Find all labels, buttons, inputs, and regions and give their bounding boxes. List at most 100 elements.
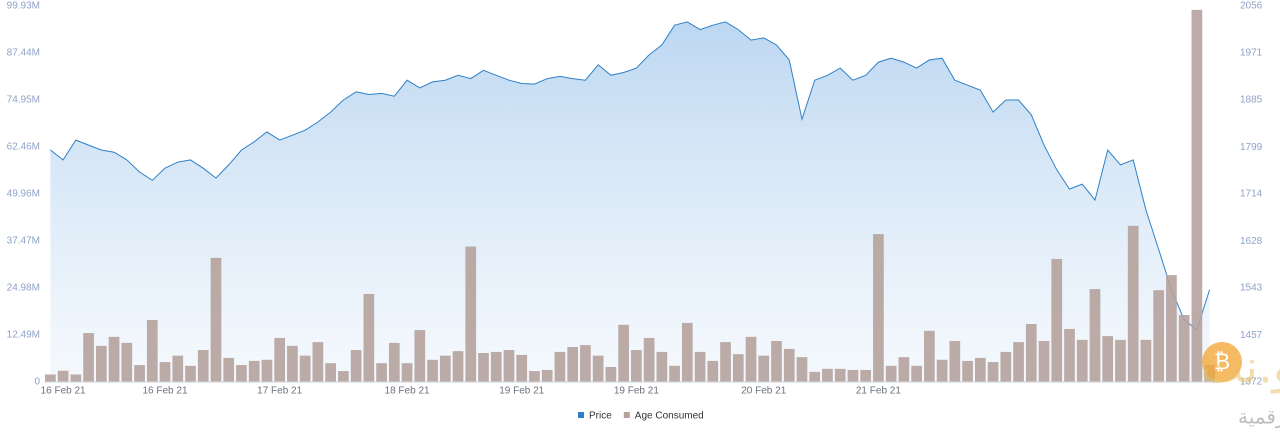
bar <box>745 336 757 382</box>
bar <box>936 359 948 382</box>
x-tick-label: 17 Feb 21 <box>257 386 302 397</box>
bar <box>274 337 286 382</box>
bar <box>197 350 209 382</box>
y-tick-label: 37.47M <box>7 236 40 247</box>
bar <box>656 351 668 382</box>
legend-swatch <box>623 412 630 418</box>
y-tick-label: 74.95M <box>7 95 40 106</box>
bar <box>885 365 897 382</box>
bar <box>427 359 438 382</box>
y-tick-label: 62.46M <box>7 142 40 153</box>
bar <box>299 355 311 382</box>
bar <box>248 360 260 382</box>
x-tick-label: 21 Feb 21 <box>856 386 901 397</box>
bar <box>1140 339 1152 382</box>
watermark-logo <box>1202 342 1242 382</box>
bar <box>1064 328 1075 382</box>
y2-tick-label: 1372 <box>1240 377 1263 388</box>
bar <box>70 374 82 382</box>
legend-swatch <box>578 412 584 418</box>
bar <box>439 355 451 382</box>
bar <box>350 350 362 382</box>
bar <box>108 336 120 382</box>
bar <box>720 342 731 382</box>
bar <box>873 234 884 382</box>
watermark: ₿ الكريبتو.نت أخبار العملات الرقمية <box>1200 340 1280 429</box>
bar <box>1000 351 1012 382</box>
y2-tick-label: 1714 <box>1240 189 1263 200</box>
bar <box>159 362 171 382</box>
bar <box>1051 258 1063 382</box>
bar <box>911 365 922 382</box>
y-tick-label: 99.93M <box>7 1 40 12</box>
bar <box>898 357 910 382</box>
bar <box>516 354 528 382</box>
bar <box>388 342 400 382</box>
x-tick-label: 16 Feb 21 <box>41 386 86 397</box>
bar <box>465 246 477 382</box>
bar <box>1089 289 1101 382</box>
bar <box>860 369 872 382</box>
x-tick-label: 18 Feb 21 <box>385 386 430 397</box>
bar <box>796 357 808 382</box>
y-tick-label: 49.96M <box>7 189 40 200</box>
bar <box>1178 315 1190 382</box>
bar <box>694 351 706 382</box>
bar <box>1013 342 1024 382</box>
bar <box>287 345 298 382</box>
y2-tick-label: 1543 <box>1240 283 1263 294</box>
bar <box>529 371 540 382</box>
bar <box>681 322 693 382</box>
bar <box>172 355 184 382</box>
bar <box>490 351 502 382</box>
bar <box>338 371 349 382</box>
bar <box>452 351 464 382</box>
bar <box>45 374 56 382</box>
bar <box>185 365 196 382</box>
y2-tick-label: 1457 <box>1240 330 1263 341</box>
x-tick-label: 19 Feb 21 <box>499 386 544 397</box>
y2-tick-label: 1799 <box>1240 142 1263 153</box>
bar <box>1115 339 1126 382</box>
bar <box>478 353 489 382</box>
y-tick-label: 24.98M <box>7 283 40 294</box>
y2-tick-label: 1628 <box>1240 236 1263 247</box>
legend-label: Age Consumed <box>635 411 704 422</box>
bar <box>669 365 680 382</box>
x-tick-label: 20 Feb 21 <box>741 386 786 397</box>
bar <box>401 363 413 382</box>
bar <box>1102 336 1114 382</box>
bar <box>924 330 935 382</box>
bar <box>1166 275 1177 382</box>
bar <box>567 347 579 382</box>
watermark-subtitle: أخبار العملات الرقمية <box>1238 404 1280 429</box>
bar <box>83 333 94 382</box>
bar <box>580 345 591 382</box>
bar <box>95 345 107 382</box>
bar <box>1127 225 1139 382</box>
bar <box>554 351 566 382</box>
y-tick-label: 12.49M <box>7 330 40 341</box>
y2-tick-label: 2056 <box>1240 1 1263 12</box>
y-tick-label: 0 <box>34 377 40 388</box>
x-tick-label: 16 Feb 21 <box>142 386 187 397</box>
bar <box>325 363 336 382</box>
bar <box>605 366 617 382</box>
bar <box>783 348 795 382</box>
bar <box>631 350 642 382</box>
bar <box>809 371 821 382</box>
watermark-logo-glyph: ₿ <box>1214 349 1230 374</box>
bar <box>847 369 859 382</box>
bar <box>707 360 719 382</box>
bar <box>146 319 158 382</box>
bar <box>223 357 235 382</box>
price-area <box>50 21 1210 383</box>
bar <box>210 257 222 382</box>
bar <box>134 365 145 382</box>
bar <box>376 363 387 382</box>
bar <box>363 293 375 382</box>
y-tick-label: 87.44M <box>7 48 40 59</box>
bar <box>643 337 655 382</box>
x-tick-label: 19 Feb 21 <box>614 386 659 397</box>
